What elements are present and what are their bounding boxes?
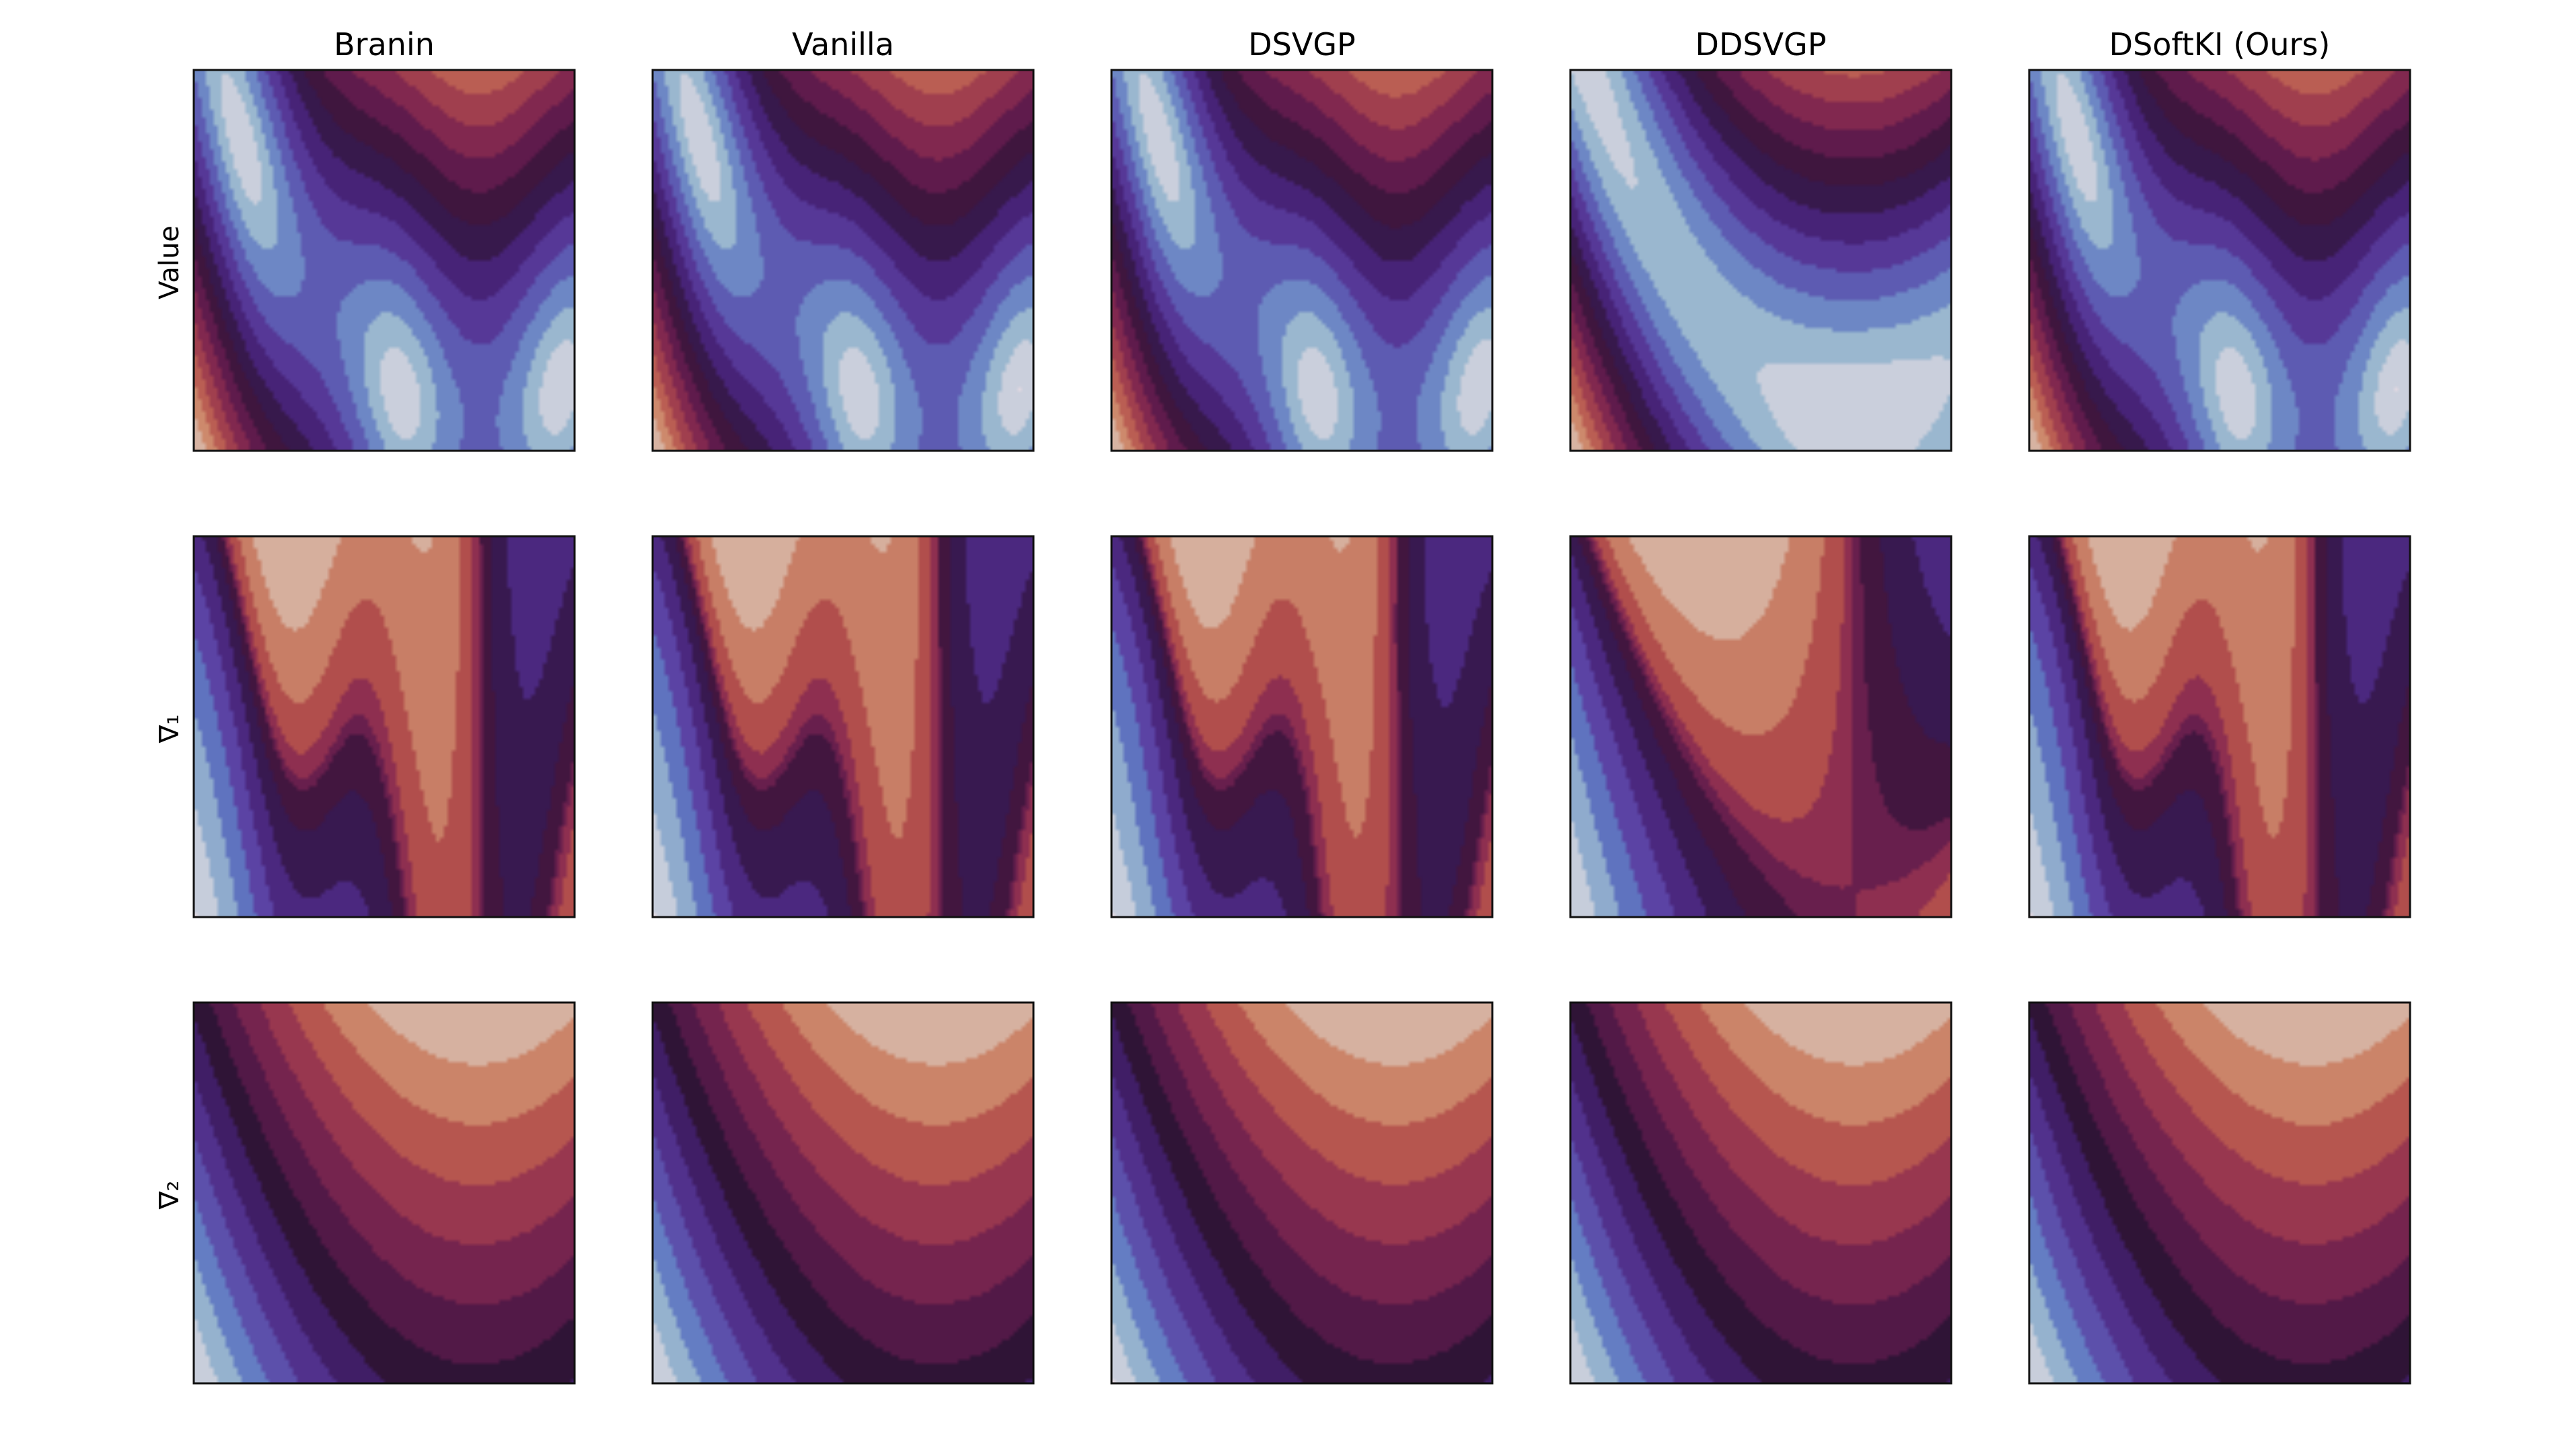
panel-frame-grad2-vanilla	[651, 1001, 1035, 1385]
panel-frame-grad1-dsoftki-ours	[2028, 535, 2411, 918]
contour-panel-grad2-dsvgp	[1111, 1003, 1492, 1383]
panel-frame-grad1-dsvgp	[1110, 535, 1494, 918]
panel-frame-grad2-ddsvgp	[1569, 1001, 1953, 1385]
column-title-branin: Branin	[334, 26, 435, 63]
contour-panel-value-dsoftki-ours	[2029, 70, 2410, 451]
contour-panel-grad1-ddsvgp	[1570, 536, 1951, 917]
contour-panel-grad1-branin	[194, 536, 575, 917]
panel-frame-value-vanilla	[651, 69, 1035, 452]
contour-panel-grad1-dsvgp	[1111, 536, 1492, 917]
row-label-value: Value	[154, 225, 185, 299]
contour-panel-grad2-ddsvgp	[1570, 1003, 1951, 1383]
panel-frame-grad2-branin	[192, 1001, 576, 1385]
contour-panel-value-dsvgp	[1111, 70, 1492, 451]
panel-frame-grad2-dsoftki-ours	[2028, 1001, 2411, 1385]
contour-panel-value-vanilla	[653, 70, 1033, 451]
contour-panel-value-ddsvgp	[1570, 70, 1951, 451]
panel-frame-grad1-branin	[192, 535, 576, 918]
panel-grid	[192, 69, 2411, 1385]
contour-panel-value-branin	[194, 70, 575, 451]
contour-panel-grad2-vanilla	[653, 1003, 1033, 1383]
contour-panel-grad2-dsoftki-ours	[2029, 1003, 2410, 1383]
row-label-grad2: ∇₂	[154, 1181, 185, 1210]
contour-panel-grad2-branin	[194, 1003, 575, 1383]
column-title-ddsvgp: DDSVGP	[1695, 26, 1827, 63]
column-title-vanilla: Vanilla	[792, 26, 894, 63]
panel-frame-value-ddsvgp	[1569, 69, 1953, 452]
panel-frame-value-branin	[192, 69, 576, 452]
panel-frame-grad2-dsvgp	[1110, 1001, 1494, 1385]
panel-frame-grad1-ddsvgp	[1569, 535, 1953, 918]
panel-frame-value-dsvgp	[1110, 69, 1494, 452]
panel-frame-grad1-vanilla	[651, 535, 1035, 918]
column-title-dsoftki: DSoftKI (Ours)	[2109, 26, 2331, 63]
panel-frame-value-dsoftki-ours	[2028, 69, 2411, 452]
contour-panel-grad1-dsoftki-ours	[2029, 536, 2410, 917]
contour-panel-grad1-vanilla	[653, 536, 1033, 917]
row-label-grad1: ∇₁	[154, 715, 185, 744]
column-title-dsvgp: DSVGP	[1248, 26, 1355, 63]
